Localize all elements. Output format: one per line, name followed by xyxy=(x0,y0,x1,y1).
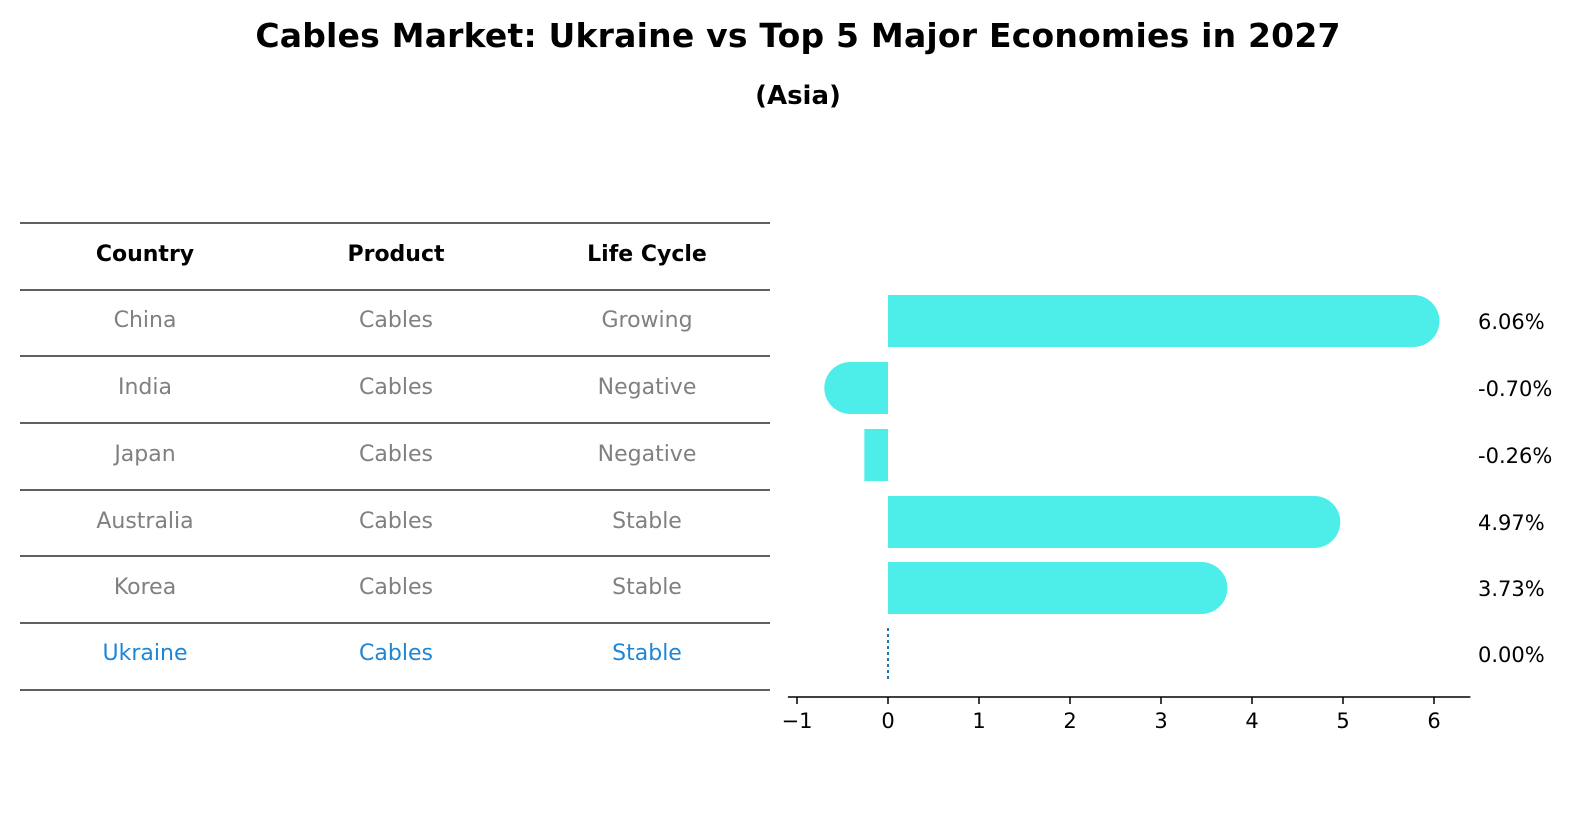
bar-japan xyxy=(864,429,888,481)
x-tick-label: 0 xyxy=(881,709,894,733)
table-row: Korea Cables Stable xyxy=(114,575,682,600)
header-product: Product xyxy=(347,242,445,267)
x-tick-label: 5 xyxy=(1336,709,1349,733)
cell-life-cycle: Negative xyxy=(598,442,697,467)
x-tick-label: −1 xyxy=(782,709,813,733)
header-country: Country xyxy=(96,242,194,267)
table-row: China Cables Growing xyxy=(114,308,693,333)
table-row: Australia Cables Stable xyxy=(96,509,682,534)
cell-life-cycle: Stable xyxy=(612,575,682,600)
cell-country: Australia xyxy=(96,509,193,534)
cell-life-cycle: Stable xyxy=(612,641,682,666)
cell-product: Cables xyxy=(359,509,433,534)
chart-title: Cables Market: Ukraine vs Top 5 Major Ec… xyxy=(255,16,1341,55)
bar-value-label: 3.73% xyxy=(1478,577,1545,601)
cell-life-cycle: Stable xyxy=(612,509,682,534)
cell-country: Japan xyxy=(112,442,175,467)
cell-product: Cables xyxy=(359,575,433,600)
x-tick-label: 4 xyxy=(1245,709,1258,733)
cell-product: Cables xyxy=(359,442,433,467)
x-tick-label: 3 xyxy=(1154,709,1167,733)
cell-product: Cables xyxy=(359,308,433,333)
x-tick-label: 2 xyxy=(1063,709,1076,733)
bar-value-label: 4.97% xyxy=(1478,511,1545,535)
cell-country: India xyxy=(118,375,172,400)
cell-country: Korea xyxy=(114,575,176,600)
x-tick-label: 1 xyxy=(972,709,985,733)
bar-value-label: 6.06% xyxy=(1478,310,1545,334)
bar-value-label: 0.00% xyxy=(1478,643,1545,667)
bar-china xyxy=(888,295,1440,347)
bar-value-label: -0.26% xyxy=(1478,444,1552,468)
cell-product: Cables xyxy=(359,641,433,666)
bar-australia xyxy=(888,496,1341,548)
table-row: Japan Cables Negative xyxy=(112,442,696,467)
table-row: India Cables Negative xyxy=(118,375,696,400)
chart-subtitle: (Asia) xyxy=(755,81,841,111)
bar-chart: 6.06% -0.70% -0.26% 4.97% 3.73% 0.00% −1 0 1 2 3 4 5… xyxy=(782,295,1552,733)
bar-india xyxy=(824,362,888,414)
cell-country: Ukraine xyxy=(103,641,188,666)
cell-life-cycle: Negative xyxy=(598,375,697,400)
cell-product: Cables xyxy=(359,375,433,400)
header-life-cycle: Life Cycle xyxy=(587,242,707,267)
data-table: Country Product Life Cycle China Cables Growi… xyxy=(20,222,770,691)
bar-korea xyxy=(888,562,1228,614)
cell-life-cycle: Growing xyxy=(601,308,692,333)
x-tick-label: 6 xyxy=(1427,709,1440,733)
cell-country: China xyxy=(114,308,177,333)
bar-value-label: -0.70% xyxy=(1478,377,1552,401)
table-row: Ukraine Cables Stable xyxy=(103,641,682,666)
